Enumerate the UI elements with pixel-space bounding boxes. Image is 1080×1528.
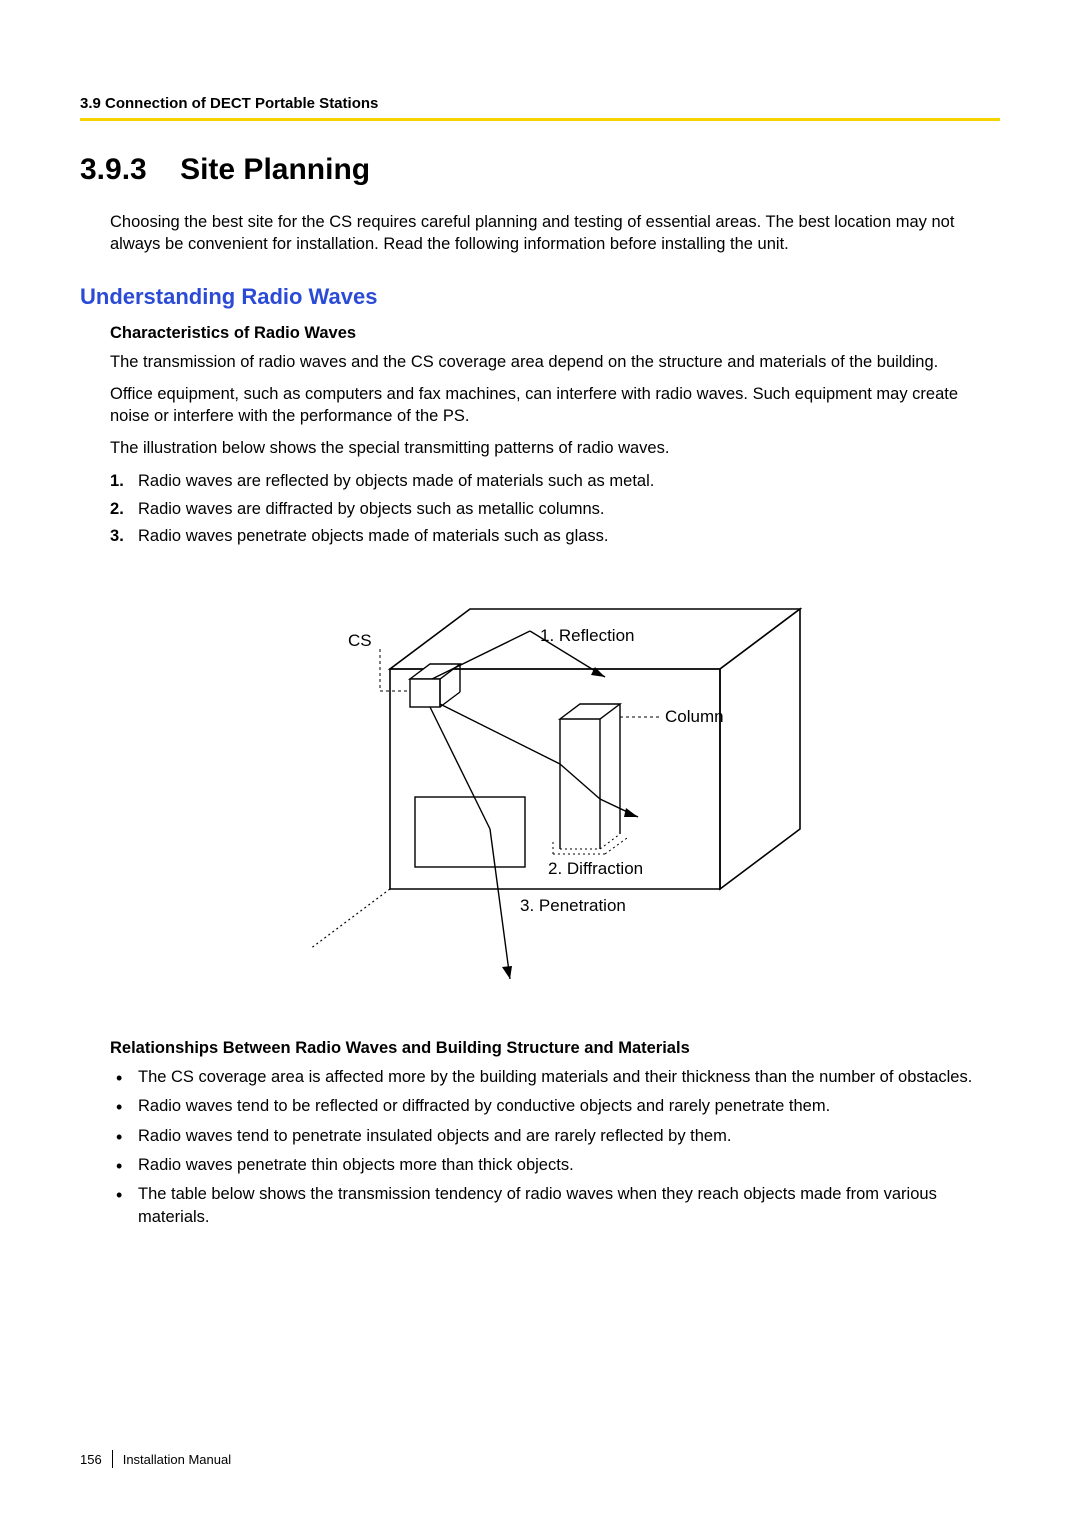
subheading-relationships: Relationships Between Radio Waves and Bu… bbox=[110, 1039, 1000, 1058]
list-item: The table below shows the transmission t… bbox=[110, 1183, 1000, 1229]
section-number: 3.9.3 bbox=[80, 153, 147, 186]
list-item: Radio waves tend to penetrate insulated … bbox=[110, 1125, 1000, 1148]
section-heading: 3.9.3 Site Planning bbox=[80, 153, 1000, 187]
running-head: 3.9 Connection of DECT Portable Stations bbox=[80, 95, 1000, 112]
body-paragraph: The transmission of radio waves and the … bbox=[110, 351, 1000, 373]
body-paragraph: The illustration below shows the special… bbox=[110, 437, 1000, 459]
page-footer: 156 Installation Manual bbox=[80, 1450, 231, 1468]
label-diffraction: 2. Diffraction bbox=[548, 859, 643, 878]
label-reflection: 1. Reflection bbox=[540, 626, 635, 645]
label-cs: CS bbox=[348, 631, 372, 650]
label-column: Column bbox=[665, 707, 724, 726]
label-penetration: 3. Penetration bbox=[520, 896, 626, 915]
section-title: Site Planning bbox=[180, 153, 370, 186]
numbered-list: Radio waves are reflected by objects mad… bbox=[110, 470, 1000, 550]
list-item: The CS coverage area is affected more by… bbox=[110, 1066, 1000, 1089]
bullet-list: The CS coverage area is affected more by… bbox=[110, 1066, 1000, 1229]
radio-wave-diagram: CS 1. Reflection Column 2. Diffraction 3… bbox=[260, 599, 820, 999]
page-number: 156 bbox=[80, 1452, 102, 1467]
list-item: Radio waves tend to be reflected or diff… bbox=[110, 1095, 1000, 1118]
body-paragraph: Office equipment, such as computers and … bbox=[110, 383, 1000, 428]
list-item: Radio waves penetrate objects made of ma… bbox=[110, 525, 1000, 549]
subheading-characteristics: Characteristics of Radio Waves bbox=[110, 324, 1000, 343]
figure: CS 1. Reflection Column 2. Diffraction 3… bbox=[80, 599, 1000, 999]
subsection-heading: Understanding Radio Waves bbox=[80, 284, 1000, 310]
footer-divider bbox=[112, 1450, 113, 1468]
list-item: Radio waves are reflected by objects mad… bbox=[110, 470, 1000, 494]
list-item: Radio waves penetrate thin objects more … bbox=[110, 1154, 1000, 1177]
header-rule bbox=[80, 118, 1000, 121]
doc-title: Installation Manual bbox=[123, 1452, 231, 1467]
list-item: Radio waves are diffracted by objects su… bbox=[110, 498, 1000, 522]
intro-paragraph: Choosing the best site for the CS requir… bbox=[110, 211, 1000, 256]
